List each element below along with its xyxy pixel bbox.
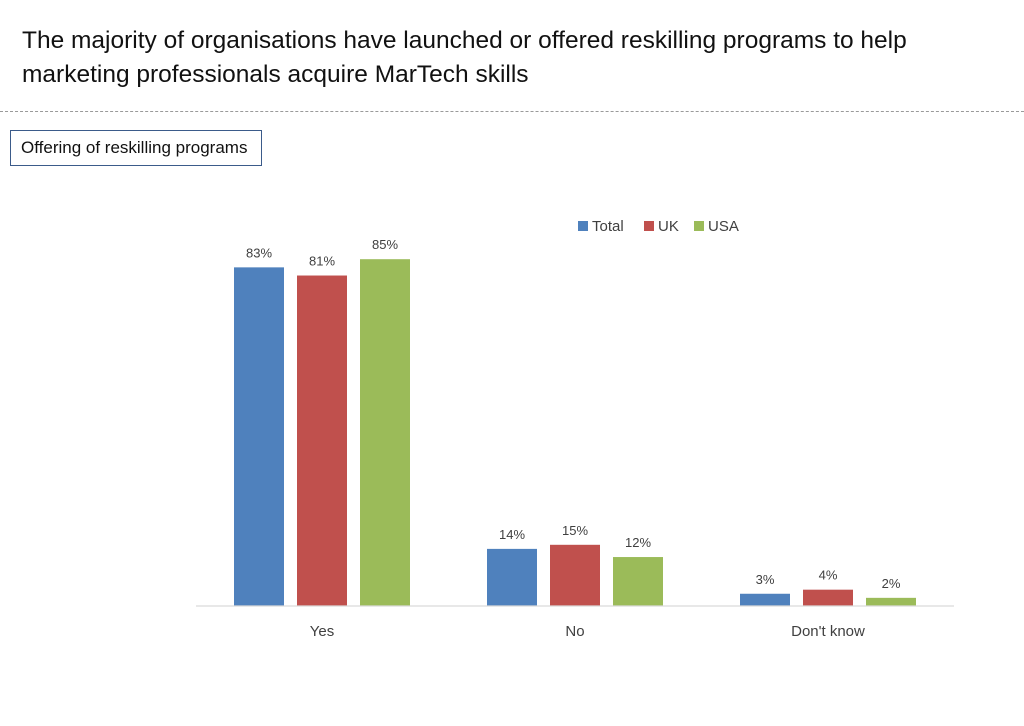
category-label: Yes — [310, 623, 334, 640]
bars-layer — [234, 259, 916, 606]
bar-don-t-know-usa — [866, 597, 916, 606]
data-label-no-usa: 12% — [625, 535, 651, 550]
bar-yes-total — [234, 267, 284, 606]
legend-label-uk: UK — [658, 218, 679, 235]
legend-label-total: Total — [592, 218, 624, 235]
data-label-yes-usa: 85% — [372, 237, 398, 252]
legend-swatch-total — [578, 221, 588, 231]
bar-yes-uk — [297, 275, 347, 606]
data-label-don-t-know-uk: 4% — [819, 568, 838, 583]
bar-don-t-know-uk — [803, 589, 853, 606]
data-label-yes-uk: 81% — [309, 254, 335, 269]
bar-no-uk — [550, 544, 600, 606]
dashed-divider — [0, 111, 1024, 112]
chart-subtitle-box: Offering of reskilling programs — [10, 130, 263, 166]
legend-swatch-usa — [694, 221, 704, 231]
data-label-don-t-know-usa: 2% — [882, 576, 901, 591]
bar-yes-usa — [360, 259, 410, 606]
legend: Total UK USA — [578, 218, 739, 235]
category-label: Don't know — [791, 623, 865, 640]
bar-no-total — [487, 548, 537, 606]
data-labels-layer: 83% 81% 85% 14% 15% 12% 3% 4% 2% — [246, 237, 901, 591]
data-label-no-uk: 15% — [562, 523, 588, 538]
legend-swatch-uk — [644, 221, 654, 231]
data-label-don-t-know-total: 3% — [756, 572, 775, 587]
data-label-yes-total: 83% — [246, 245, 272, 260]
page-headline: The majority of organisations have launc… — [22, 27, 907, 88]
category-labels-layer: Yes No Don't know — [310, 623, 865, 640]
data-label-no-total: 14% — [499, 527, 525, 542]
bar-no-usa — [613, 557, 663, 606]
legend-label-usa: USA — [708, 218, 739, 235]
category-label: No — [565, 623, 584, 640]
bar-don-t-know-total — [740, 593, 790, 606]
